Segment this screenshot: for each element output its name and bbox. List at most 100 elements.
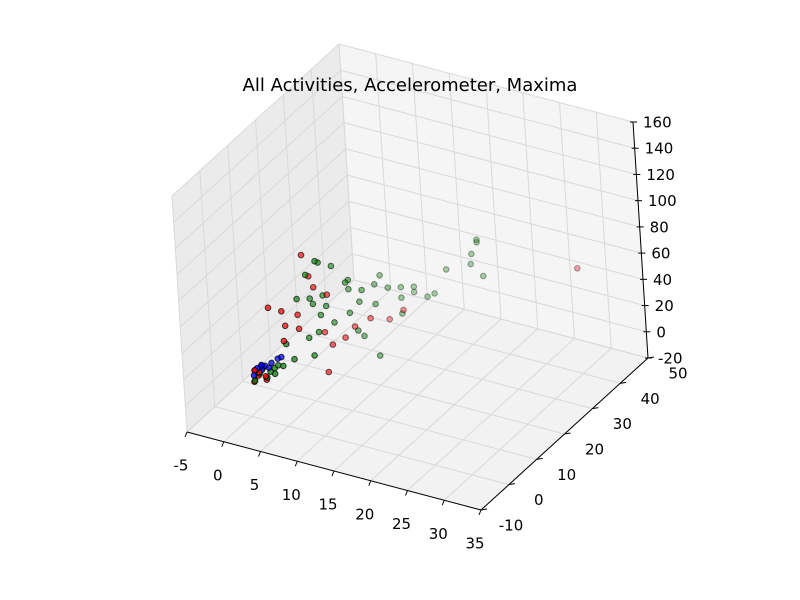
data-point-series-1: [397, 283, 405, 291]
data-point-series-0: [342, 334, 349, 341]
x-tick-mark: [258, 451, 261, 457]
data-point-series-0: [574, 265, 581, 272]
grid-line-x: [448, 73, 465, 310]
data-point-series-0: [329, 341, 337, 348]
z-tick-label: 40: [653, 271, 672, 289]
tick-labels: -5 0 5 10 15 20 25 30 35 -10 0 10 20 30 40 50-20 0 20 40 60…: [174, 114, 688, 553]
x-tick-label: 20: [355, 505, 374, 523]
data-point-series-1: [317, 311, 325, 319]
data-point-series-1: [376, 272, 383, 279]
z-axis-line: [632, 121, 649, 359]
grid-line-z: [178, 148, 347, 302]
grid-line-y: [310, 69, 327, 306]
grid-line-z: [183, 227, 352, 380]
z-tick-label: 60: [651, 245, 670, 263]
data-point-series-1: [410, 283, 418, 291]
data-point-series-1: [376, 352, 384, 359]
x-tick-label: 0: [213, 466, 223, 484]
y-tick-mark: [620, 381, 627, 384]
x-tick-mark: [184, 431, 188, 438]
grid-line-y: [326, 304, 621, 384]
grid-line-z: [343, 122, 639, 202]
data-point-series-1: [331, 319, 338, 326]
y-tick-label: -10: [499, 517, 524, 535]
x-tick-mark: [294, 461, 298, 467]
data-point-series-1: [311, 257, 318, 265]
y-tick-mark: [508, 483, 515, 486]
grid-line-x: [485, 82, 502, 320]
data-point-series-1: [315, 328, 323, 336]
data-point-series-1: [291, 355, 298, 363]
y-tick-mark: [564, 432, 571, 435]
grid-line-x: [595, 112, 612, 349]
x-tick-label: 25: [392, 515, 411, 533]
data-point-series-1: [384, 284, 392, 292]
x-tick-mark: [221, 441, 225, 447]
data-point-series-1: [301, 271, 309, 279]
grid-line-z: [348, 200, 644, 280]
data-point-series-0: [321, 328, 329, 336]
y-tick-mark: [480, 508, 488, 511]
data-point-series-1: [442, 266, 450, 273]
x-tick-label: 15: [318, 496, 337, 514]
data-point-series-1: [361, 332, 368, 340]
data-point-series-1: [372, 300, 379, 308]
grid-line-z: [176, 122, 345, 276]
x-tick-label: 35: [465, 535, 484, 553]
z-tick-label: 80: [650, 218, 669, 236]
data-point-series-1: [346, 309, 354, 317]
z-tick-label: 20: [655, 297, 674, 315]
data-point-series-1: [358, 286, 365, 294]
x-tick-mark: [331, 470, 335, 477]
x-tick-mark: [478, 509, 482, 516]
x-tick-label: 10: [282, 486, 301, 504]
data-point-series-0: [351, 323, 359, 330]
grid-line-z: [338, 43, 634, 123]
grid-line-y: [338, 43, 355, 281]
data-point-series-1: [309, 300, 317, 308]
grid-line-z: [173, 69, 342, 223]
data-point-series-1: [398, 294, 405, 302]
y-tick-mark: [592, 407, 599, 410]
z-tick-label: 140: [645, 140, 674, 158]
x-tick-label: 5: [250, 476, 260, 494]
data-point-series-0: [295, 325, 303, 333]
data-point-series-0: [309, 284, 317, 291]
grid-line-y: [227, 145, 244, 382]
data-point-series-1: [293, 295, 300, 303]
grid-line-z: [350, 227, 645, 307]
data-point-series-1: [431, 290, 438, 297]
data-point-series-0: [262, 373, 270, 380]
z-tick-label: 0: [656, 323, 666, 341]
data-point-series-1: [473, 236, 480, 243]
data-point-series-1: [480, 272, 487, 280]
grid-line-z: [345, 148, 640, 228]
data-point-series-0: [294, 311, 301, 319]
data-point-series-0: [325, 368, 333, 376]
x-tick-label: -5: [174, 457, 189, 475]
axes: [184, 121, 655, 516]
grid-line-z: [352, 253, 647, 333]
z-tick-label: 160: [643, 114, 672, 132]
z-tick-label: 120: [646, 166, 675, 184]
grid-line-z: [179, 174, 348, 328]
grid-line-z: [347, 174, 642, 254]
grid-line-y: [255, 119, 271, 357]
x-tick-label: 30: [429, 525, 448, 543]
grid-line-x: [522, 92, 539, 329]
data-points: [250, 236, 581, 386]
grid-line-y: [282, 94, 299, 331]
data-point-series-1: [305, 334, 313, 342]
data-point-series-1: [399, 310, 406, 317]
data-point-series-0: [400, 306, 407, 314]
data-point-series-1: [327, 262, 335, 270]
grid-line-y: [270, 355, 565, 435]
grid-line-z: [342, 95, 637, 175]
y-tick-label: 10: [557, 466, 576, 484]
data-point-series-0: [386, 315, 394, 323]
y-tick-label: 20: [585, 441, 604, 459]
data-point-series-1: [424, 293, 431, 301]
grid-line-z: [353, 279, 649, 359]
data-point-series-1: [306, 295, 314, 302]
